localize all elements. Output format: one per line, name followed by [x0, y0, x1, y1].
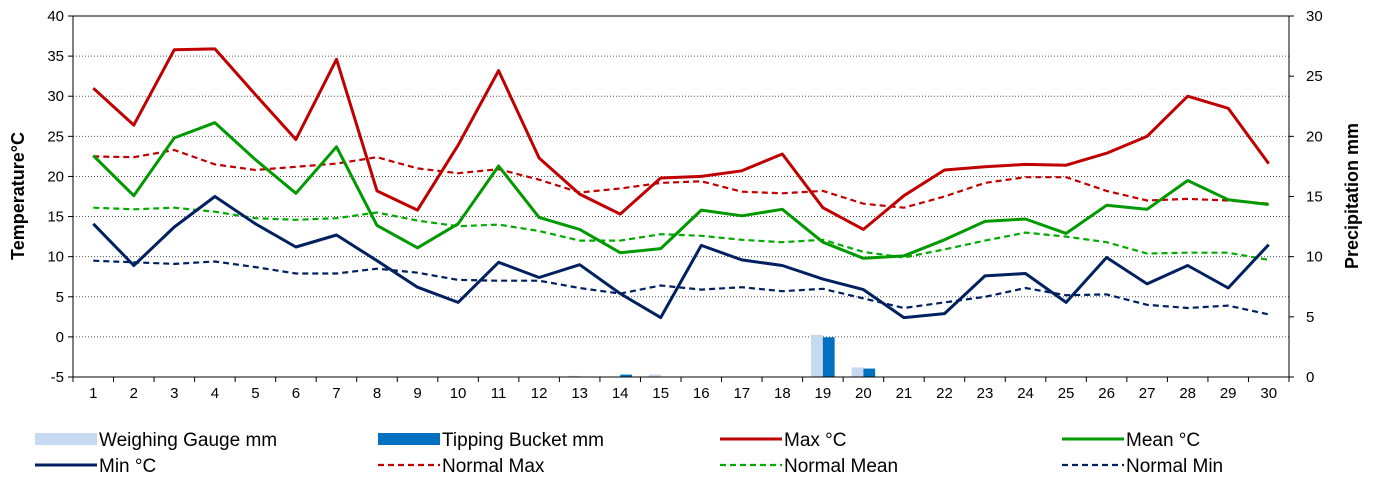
legend-item: Normal Mean	[720, 456, 898, 477]
x-tick-label: 28	[1179, 385, 1196, 402]
bar-tipping-bucket-mm	[822, 337, 835, 377]
legend-item: Min °C	[35, 456, 156, 477]
legend-label: Tipping Bucket mm	[442, 430, 604, 451]
legend-label: Weighing Gauge mm	[99, 430, 277, 451]
y2-tick-label: 20	[1306, 128, 1323, 145]
y-tick-label: 5	[56, 289, 64, 306]
bar-tipping-bucket-mm	[863, 368, 876, 377]
y-tick-label: 40	[47, 8, 64, 25]
bar-weighing-gauge-mm	[811, 334, 823, 377]
legend-swatch	[35, 433, 97, 445]
legend-item: Tipping Bucket mm	[378, 430, 604, 451]
legend: Weighing Gauge mm Tipping Bucket mm Max °C…	[35, 430, 1223, 477]
x-tick-label: 17	[733, 385, 750, 402]
y2-tick-label: 30	[1306, 8, 1323, 25]
y2-tick-label: 0	[1306, 369, 1314, 386]
x-tick-label: 9	[413, 385, 421, 402]
x-tick-label: 29	[1220, 385, 1237, 402]
temperature-lines	[92, 47, 1270, 320]
y2-tick-label: 15	[1306, 189, 1323, 206]
x-tick-label: 7	[332, 385, 340, 402]
y2-axis-title: Precipitation mm	[1342, 123, 1362, 269]
legend-label: Normal Mean	[784, 456, 898, 477]
x-tick-label: 26	[1098, 385, 1115, 402]
bar-weighing-gauge-mm	[851, 367, 864, 377]
y-tick-label: 15	[47, 209, 64, 226]
x-tick-label: 30	[1260, 385, 1277, 402]
y-tick-label: 30	[47, 88, 64, 105]
y2-tick-label: 10	[1306, 249, 1323, 266]
y-tick-label: -5	[51, 369, 64, 386]
x-tick-label: 12	[531, 385, 548, 402]
y-tick-label: 0	[56, 329, 64, 346]
bar-tipping-bucket-mm	[620, 374, 632, 377]
y-tick-label: 10	[47, 249, 64, 266]
series-line-min-c	[92, 195, 1270, 320]
x-tick-label: 24	[1017, 385, 1034, 402]
plot-frame	[72, 15, 1290, 378]
legend-item: Normal Min	[1062, 456, 1223, 477]
precipitation-bars	[567, 334, 876, 377]
y2-tick-label: 5	[1306, 309, 1314, 326]
legend-label: Normal Max	[442, 456, 545, 477]
x-tick-label: 11	[491, 385, 507, 402]
y2-tick-label: 25	[1306, 68, 1323, 85]
x-tick-label: 20	[855, 385, 872, 402]
x-tick-label: 16	[693, 385, 710, 402]
x-tick-label: 21	[896, 385, 913, 402]
y-tick-label: 20	[47, 168, 64, 185]
x-tick-label: 13	[571, 385, 588, 402]
legend-item: Max °C	[720, 430, 847, 451]
bar-weighing-gauge-mm	[567, 375, 580, 377]
y-tick-label: 35	[47, 48, 64, 65]
x-tick-label: 4	[211, 385, 219, 402]
legend-label: Min °C	[99, 456, 156, 477]
x-tick-label: 1	[89, 385, 97, 402]
x-tick-label: 8	[373, 385, 381, 402]
x-tick-label: 27	[1139, 385, 1156, 402]
x-tick-label: 25	[1058, 385, 1075, 402]
series-line-normal-mean	[93, 206, 1269, 261]
series-line-normal-min	[93, 259, 1269, 316]
series-line-max-c	[92, 47, 1270, 231]
series-line-mean-c	[92, 121, 1269, 260]
legend-label: Mean °C	[1126, 430, 1200, 451]
x-tick-label: 10	[450, 385, 467, 402]
x-tick-label: 23	[977, 385, 994, 402]
legend-item: Mean °C	[1062, 430, 1200, 451]
x-tick-label: 18	[774, 385, 791, 402]
x-tick-label: 5	[251, 385, 259, 402]
legend-item: Normal Max	[378, 456, 545, 477]
y-tick-label: 25	[47, 128, 64, 145]
x-tick-label: 22	[936, 385, 953, 402]
x-tick-label: 14	[612, 385, 629, 402]
x-tick-label: 15	[652, 385, 669, 402]
legend-item: Weighing Gauge mm	[35, 430, 277, 451]
legend-swatch	[378, 433, 440, 445]
x-tick-label: 6	[292, 385, 300, 402]
bar-weighing-gauge-mm	[648, 374, 661, 377]
x-tick-label: 2	[130, 385, 138, 402]
x-tick-label: 3	[170, 385, 178, 402]
y-axis-title: Temperature°C	[8, 132, 28, 260]
legend-label: Normal Min	[1126, 456, 1223, 477]
x-tick-label: 19	[815, 385, 832, 402]
legend-label: Max °C	[784, 430, 847, 451]
